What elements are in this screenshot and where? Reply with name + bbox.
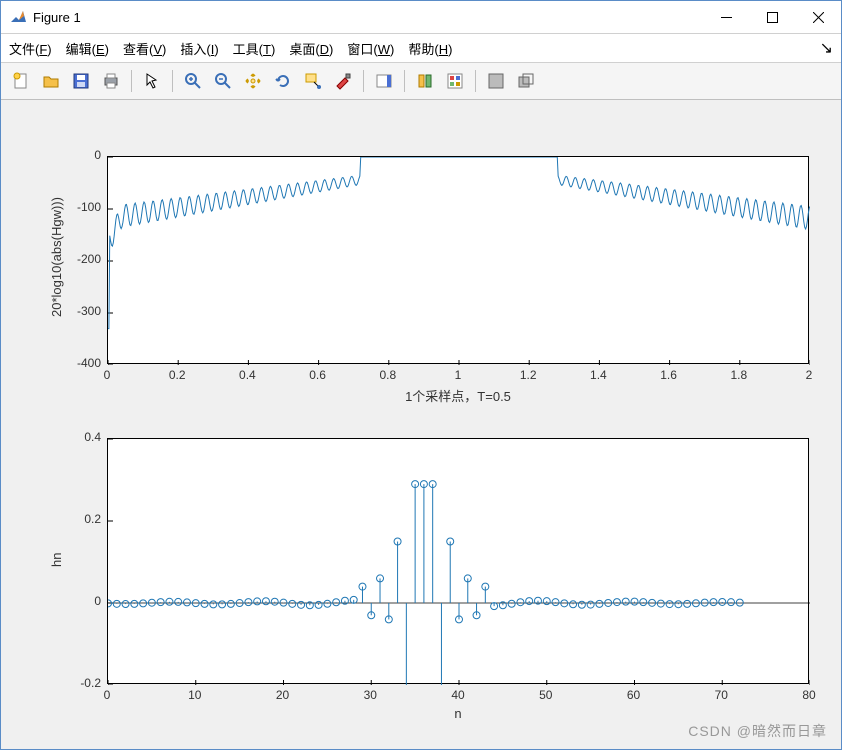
zoom-in-icon xyxy=(184,72,202,90)
data-cursor-icon xyxy=(304,72,322,90)
print-icon xyxy=(102,72,120,90)
new-icon xyxy=(12,72,30,90)
data-cursor-button[interactable] xyxy=(299,67,327,95)
minimize-button[interactable] xyxy=(703,1,749,33)
window-title: Figure 1 xyxy=(33,10,81,25)
close-button[interactable] xyxy=(795,1,841,33)
maximize-button[interactable] xyxy=(749,1,795,33)
toolbar-separator xyxy=(131,70,132,92)
figure-area: CSDN @暗然而日章 0 0.2 0.4 0.6 0.8 1 1.2 1.4 1.6 1.8 2 -… xyxy=(1,100,841,749)
xtick-label: 60 xyxy=(620,688,648,702)
pan-icon xyxy=(244,72,262,90)
brush-button[interactable] xyxy=(329,67,357,95)
ytick-label: -0.2 xyxy=(59,676,101,690)
xtick-label: 0.4 xyxy=(233,368,261,382)
xtick-label: 80 xyxy=(795,688,823,702)
toolbar-separator xyxy=(363,70,364,92)
ytick-label: -100 xyxy=(59,200,101,214)
ytick-label: 0.4 xyxy=(59,430,101,444)
titlebar: Figure 1 xyxy=(1,1,841,34)
magnitude-xlabel: 1个采样点，T=0.5 xyxy=(107,386,809,405)
insert-colorbar-icon xyxy=(375,72,393,90)
save-button[interactable] xyxy=(67,67,95,95)
xtick-label: 1.8 xyxy=(725,368,753,382)
ytick-label: -200 xyxy=(59,252,101,266)
toolbar-separator xyxy=(404,70,405,92)
open-button[interactable] xyxy=(37,67,65,95)
zoom-out-icon xyxy=(214,72,232,90)
xtick-label: 0 xyxy=(93,368,121,382)
menu-overflow-icon[interactable]: ↘ xyxy=(820,38,833,58)
xtick-label: 0 xyxy=(93,688,121,702)
impulse-svg xyxy=(108,439,810,685)
toolbar-separator xyxy=(172,70,173,92)
xtick-label: 1.2 xyxy=(514,368,542,382)
menu-d[interactable]: 桌面(D) xyxy=(289,39,333,58)
magnitude-line xyxy=(108,157,810,329)
xtick-label: 30 xyxy=(356,688,384,702)
stem-series xyxy=(108,481,743,685)
figure-window: { "window": { "title": "Figure 1", "icon… xyxy=(0,0,842,750)
xtick-label: 70 xyxy=(707,688,735,702)
undock-icon xyxy=(517,72,535,90)
magnitude-ylabel: 20*log10(abs(Hgw))) xyxy=(49,197,64,317)
watermark: CSDN @暗然而日章 xyxy=(688,721,827,741)
magnitude-axes[interactable] xyxy=(107,156,809,364)
menu-i[interactable]: 插入(I) xyxy=(180,39,218,58)
undock-button[interactable] xyxy=(512,67,540,95)
menu-f[interactable]: 文件(F) xyxy=(9,39,52,58)
xtick-label: 2 xyxy=(795,368,823,382)
menu-v[interactable]: 查看(V) xyxy=(123,39,166,58)
xtick-label: 1.6 xyxy=(655,368,683,382)
open-icon xyxy=(42,72,60,90)
brush-icon xyxy=(334,72,352,90)
menu-w[interactable]: 窗口(W) xyxy=(347,39,394,58)
matlab-icon xyxy=(9,8,27,26)
save-icon xyxy=(72,72,90,90)
dock-button[interactable] xyxy=(482,67,510,95)
rotate-icon xyxy=(274,72,292,90)
zoom-out-button[interactable] xyxy=(209,67,237,95)
impulse-ylabel: hn xyxy=(49,553,64,567)
toolbar xyxy=(1,63,841,100)
xtick-label: 40 xyxy=(444,688,472,702)
impulse-axes[interactable] xyxy=(107,438,809,684)
xtick-label: 0.2 xyxy=(163,368,191,382)
dock-icon xyxy=(487,72,505,90)
xtick-label: 0.8 xyxy=(374,368,402,382)
ytick-label: -300 xyxy=(59,304,101,318)
plot-tools-button[interactable] xyxy=(441,67,469,95)
menu-h[interactable]: 帮助(H) xyxy=(408,39,452,58)
print-button[interactable] xyxy=(97,67,125,95)
ytick-label: -400 xyxy=(59,356,101,370)
toolbar-separator xyxy=(475,70,476,92)
magnitude-svg xyxy=(108,157,810,365)
insert-colorbar-button[interactable] xyxy=(370,67,398,95)
ytick-label: 0.2 xyxy=(59,512,101,526)
xtick-label: 0.6 xyxy=(304,368,332,382)
new-button[interactable] xyxy=(7,67,35,95)
rotate-button[interactable] xyxy=(269,67,297,95)
zoom-in-button[interactable] xyxy=(179,67,207,95)
menu-t[interactable]: 工具(T) xyxy=(233,39,276,58)
menu-e[interactable]: 编辑(E) xyxy=(66,39,109,58)
pan-button[interactable] xyxy=(239,67,267,95)
link-icon xyxy=(416,72,434,90)
arrow-icon xyxy=(143,72,161,90)
menubar: 文件(F) 编辑(E) 查看(V) 插入(I) 工具(T) 桌面(D) 窗口(W) 帮助(H)… xyxy=(1,34,841,63)
ytick-label: 0 xyxy=(59,148,101,162)
xtick-label: 50 xyxy=(532,688,560,702)
xtick-label: 20 xyxy=(269,688,297,702)
plot-tools-icon xyxy=(446,72,464,90)
ytick-label: 0 xyxy=(59,594,101,608)
xtick-label: 1.4 xyxy=(584,368,612,382)
impulse-xlabel: n xyxy=(107,706,809,721)
xtick-label: 10 xyxy=(181,688,209,702)
arrow-button[interactable] xyxy=(138,67,166,95)
xtick-label: 1 xyxy=(444,368,472,382)
link-button[interactable] xyxy=(411,67,439,95)
